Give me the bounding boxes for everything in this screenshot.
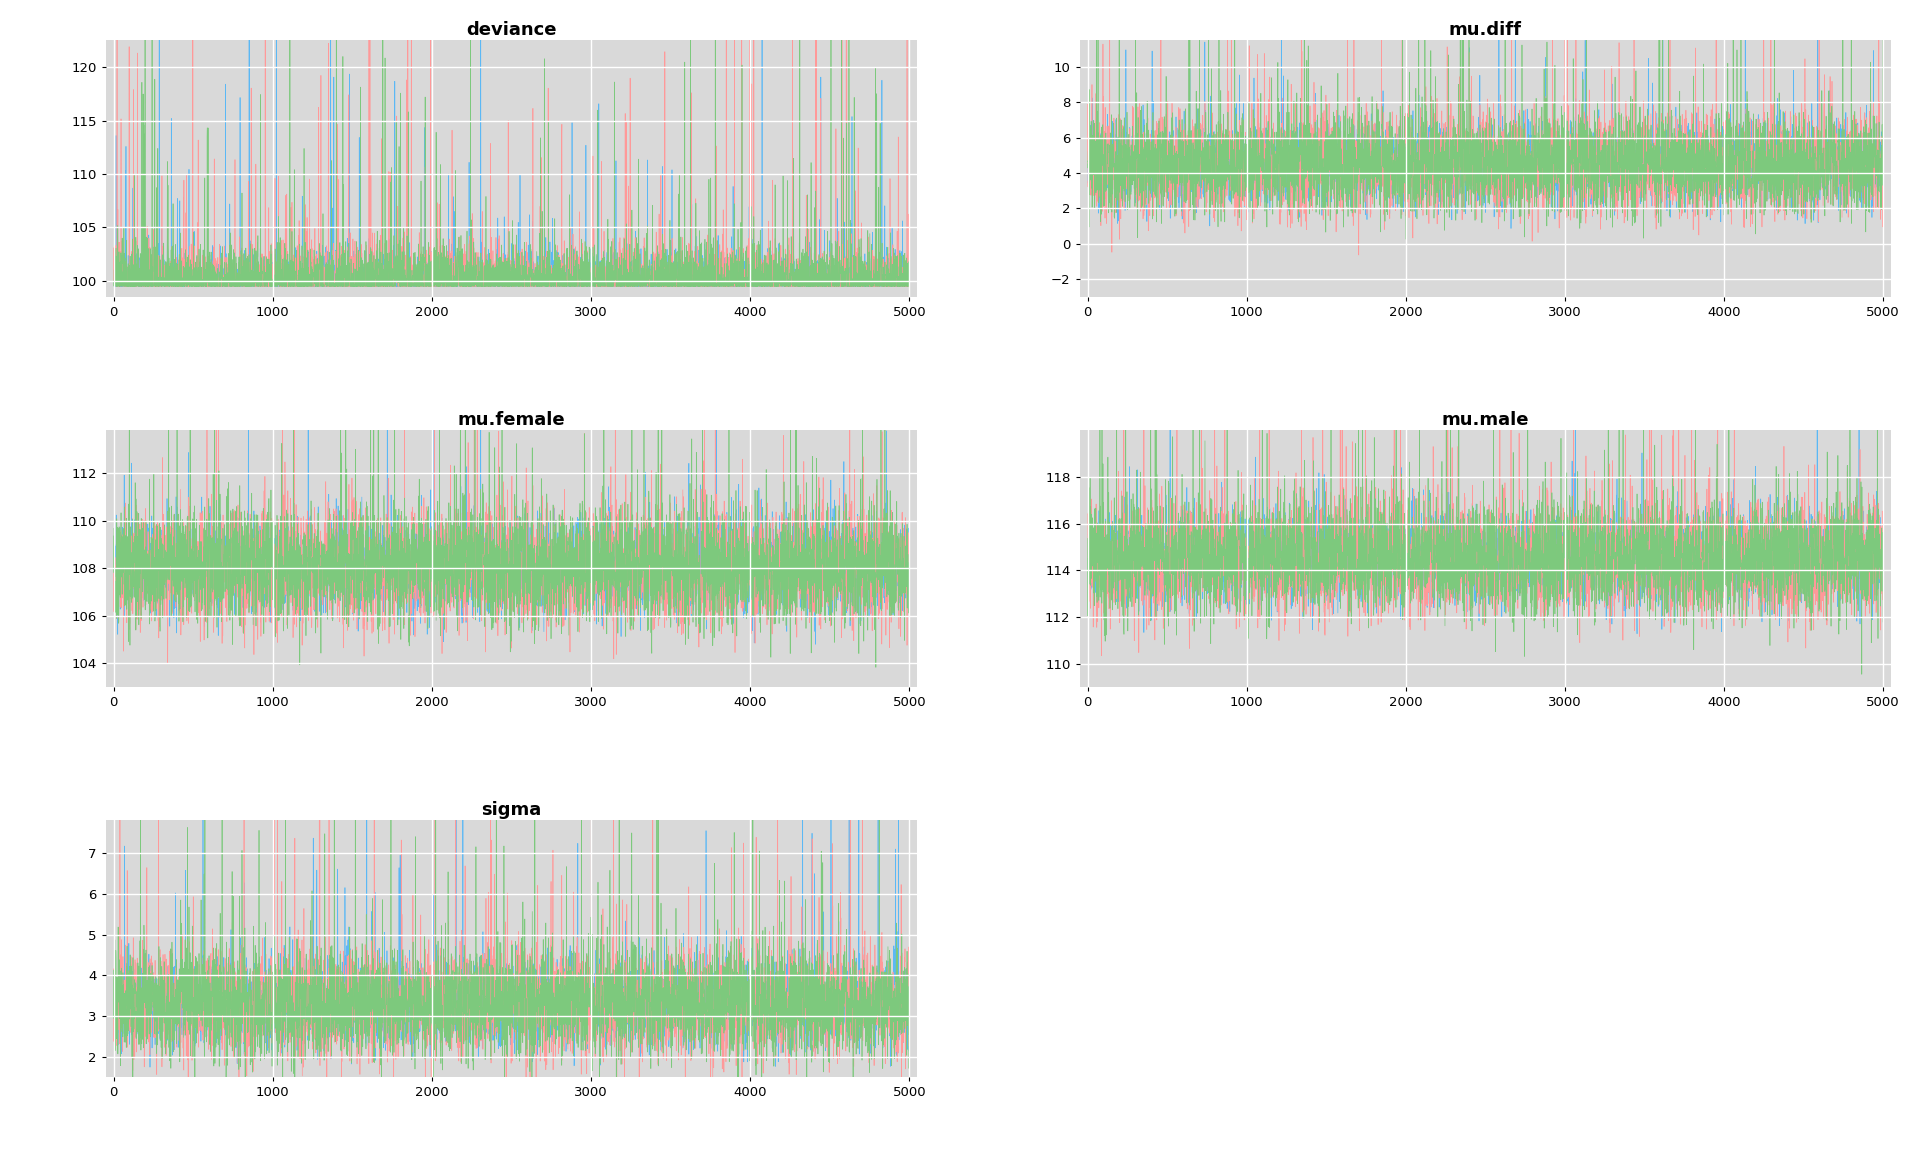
Title: sigma: sigma	[482, 801, 541, 819]
Title: mu.female: mu.female	[457, 411, 564, 429]
Title: deviance: deviance	[467, 21, 557, 39]
Title: mu.diff: mu.diff	[1450, 21, 1523, 39]
Title: mu.male: mu.male	[1442, 411, 1528, 429]
